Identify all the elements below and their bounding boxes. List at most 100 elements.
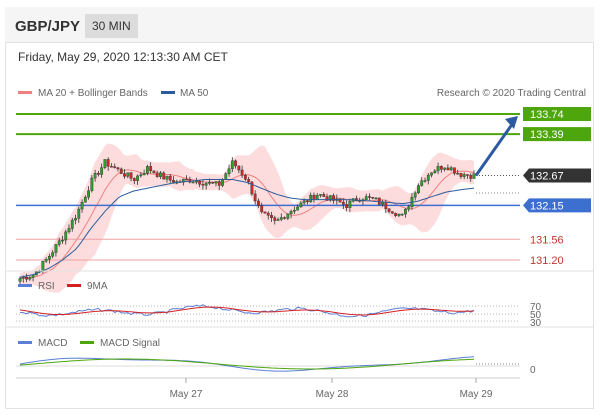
candle: [459, 172, 463, 177]
candle: [407, 206, 411, 210]
candle: [384, 201, 388, 209]
candle: [211, 181, 215, 184]
candle: [286, 213, 290, 219]
candle: [204, 183, 208, 186]
candle: [201, 184, 205, 186]
candle: [44, 259, 48, 262]
level-label-box: [523, 168, 591, 183]
candle: [462, 174, 466, 177]
level-label-box: [523, 198, 591, 213]
candle: [319, 194, 322, 196]
candle: [377, 197, 381, 205]
candle: [296, 206, 300, 211]
candle: [191, 181, 195, 184]
candle: [312, 194, 316, 200]
candle: [217, 181, 221, 186]
candle: [113, 166, 117, 168]
candle: [279, 217, 283, 220]
legend-label-macd: MACD: [38, 338, 67, 349]
candle: [302, 200, 306, 204]
macd-tick-0: 0: [530, 365, 536, 376]
candle: [417, 185, 420, 194]
candle: [394, 213, 398, 216]
candle: [348, 201, 352, 208]
candle: [413, 192, 417, 198]
bollinger-band: [20, 143, 474, 293]
candle: [96, 173, 100, 175]
candle: [456, 172, 460, 175]
legend-label-ma20: MA 20 + Bollinger Bands: [38, 88, 148, 99]
x-tick-label-may27: May 27: [170, 389, 203, 400]
candle: [234, 160, 237, 167]
candle: [338, 198, 342, 203]
candle: [57, 240, 61, 245]
candle: [214, 181, 218, 184]
credit-text: Research © 2020 Trading Central: [437, 88, 586, 99]
level-label: 131.56: [530, 234, 564, 246]
candle: [83, 196, 87, 203]
candle: [276, 219, 280, 221]
candle: [136, 175, 139, 181]
candle: [152, 170, 156, 174]
candle: [28, 277, 32, 280]
ma50-line: [19, 179, 475, 278]
candle: [404, 209, 407, 215]
candle: [139, 174, 143, 177]
candle: [142, 173, 146, 175]
rsi-tick-50: 50: [530, 310, 542, 321]
candle: [240, 169, 244, 176]
timeframe-button[interactable]: 30 MIN: [85, 14, 138, 38]
candle: [54, 244, 58, 253]
candle: [80, 202, 84, 210]
candle: [257, 200, 260, 206]
candle: [227, 168, 231, 174]
level-label: 133.74: [530, 109, 564, 121]
chart-timestamp: Friday, May 29, 2020 12:13:30 AM CET: [18, 50, 228, 64]
candle: [371, 197, 375, 199]
candle: [61, 239, 64, 242]
candle: [283, 217, 286, 219]
candle: [243, 175, 247, 180]
candle: [198, 180, 202, 185]
candle: [103, 159, 107, 168]
rsi-line: [19, 304, 475, 318]
candle: [466, 174, 469, 176]
candle: [70, 219, 74, 229]
candle: [332, 195, 335, 201]
candle: [253, 193, 257, 202]
candle: [67, 228, 71, 233]
candle: [453, 167, 456, 174]
candle: [123, 173, 126, 177]
candle: [292, 209, 296, 212]
candle: [162, 172, 166, 180]
candle: [387, 208, 391, 212]
candle: [315, 195, 319, 200]
candle: [237, 165, 241, 171]
x-tick-label-may29: May 29: [460, 389, 493, 400]
candle: [126, 172, 130, 177]
candle: [159, 172, 162, 177]
candle: [400, 213, 404, 216]
candle: [119, 168, 123, 174]
candle: [155, 172, 159, 177]
candle: [446, 167, 450, 171]
rsi-tick-30: 30: [530, 318, 542, 329]
candle: [149, 166, 153, 172]
level-label-box: [523, 107, 591, 121]
candle: [439, 166, 443, 170]
candle: [129, 172, 133, 179]
candle: [250, 181, 254, 195]
level-label-box: [523, 127, 591, 142]
legend-label-9ma: 9MA: [87, 281, 108, 292]
candle: [325, 196, 329, 201]
legend-label-rsi: RSI: [38, 281, 55, 292]
legend-swatch-ma20: [18, 91, 32, 94]
candle: [420, 180, 424, 186]
candle: [368, 196, 371, 198]
candle: [309, 194, 313, 203]
candle: [31, 274, 35, 278]
legend-swatch-macd: [18, 341, 32, 344]
legend-swatch-9ma: [67, 284, 81, 287]
candle: [18, 278, 22, 282]
